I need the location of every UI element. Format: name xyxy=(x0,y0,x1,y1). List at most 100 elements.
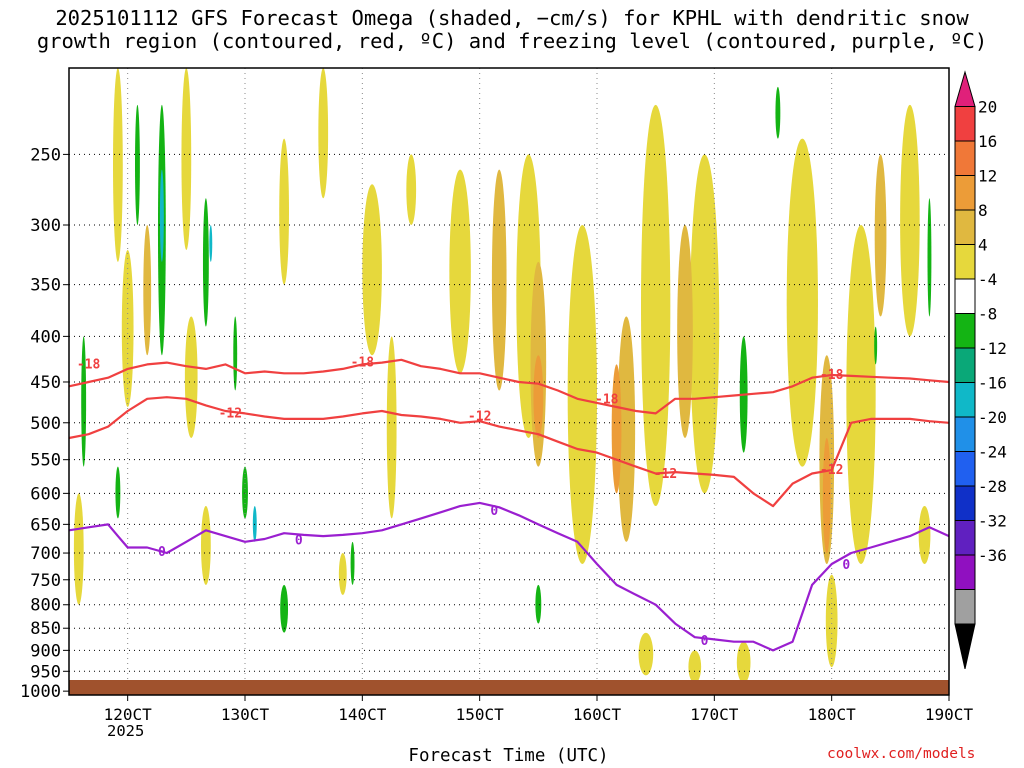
x-tick-label: 170CT xyxy=(690,705,739,724)
omega-blob xyxy=(362,184,382,356)
omega-blob xyxy=(825,574,838,668)
y-tick-label: 250 xyxy=(30,145,61,165)
title-line-2: growth region (contoured, red, ºC) and f… xyxy=(36,29,988,53)
omega-blob xyxy=(535,584,542,624)
omega-blob xyxy=(775,86,781,139)
colorbar-swatch xyxy=(954,209,976,245)
omega-blob xyxy=(338,553,347,595)
omega-blob xyxy=(736,641,751,684)
omega-blob xyxy=(406,154,417,225)
contour-label: -18 xyxy=(351,356,375,371)
omega-blob xyxy=(567,224,597,564)
omega-blob xyxy=(874,154,887,317)
contour-label: 0 xyxy=(842,558,850,573)
x-secondary-label: 2025 xyxy=(107,722,145,740)
contour-label: 0 xyxy=(158,545,166,560)
y-tick-label: 400 xyxy=(30,327,61,347)
omega-blob xyxy=(927,198,932,317)
omega-blob xyxy=(449,169,471,374)
x-tick-label: 160CT xyxy=(573,705,622,724)
y-tick-label: 900 xyxy=(30,641,61,661)
contour-label: 0 xyxy=(701,634,709,649)
x-tick-label: 130CT xyxy=(221,705,270,724)
colorbar-label: -8 xyxy=(978,305,997,324)
colorbar-top-arrow xyxy=(954,70,976,107)
omega-blob xyxy=(181,68,192,250)
omega-blob xyxy=(81,336,87,467)
contour-label: -12 xyxy=(654,467,677,482)
colorbar-label: -4 xyxy=(978,270,997,289)
y-tick-label: 850 xyxy=(30,619,61,639)
omega-blob xyxy=(386,336,397,519)
omega-blob xyxy=(350,541,355,585)
y-tick-label: 650 xyxy=(30,515,61,535)
colorbar-swatch xyxy=(954,244,976,280)
y-tick-label: 300 xyxy=(30,216,61,236)
colorbar-swatch xyxy=(954,175,976,211)
omega-shading-layer xyxy=(73,68,932,684)
colorbar-label: -28 xyxy=(978,477,1007,496)
colorbar-swatch xyxy=(954,589,976,625)
colorbar-label: -24 xyxy=(978,443,1007,462)
colorbar-swatch xyxy=(954,347,976,383)
omega-blob xyxy=(115,466,121,519)
omega-blob xyxy=(918,506,931,564)
y-tick-label: 800 xyxy=(30,596,61,616)
colorbar-label: 8 xyxy=(978,201,988,220)
colorbar-swatch xyxy=(954,520,976,556)
omega-blob xyxy=(318,68,329,199)
site-credit: coolwx.com/models xyxy=(827,746,976,762)
colorbar-swatch xyxy=(954,554,976,590)
colorbar-swatch xyxy=(954,485,976,521)
omega-blob xyxy=(900,104,920,337)
colorbar-swatch xyxy=(954,278,976,314)
colorbar-swatch xyxy=(954,140,976,176)
y-tick-label: 1000 xyxy=(20,682,61,702)
omega-blob xyxy=(641,104,671,507)
contour-label: 0 xyxy=(490,504,498,519)
x-tick-label: 190CT xyxy=(925,705,974,724)
y-tick-label: 350 xyxy=(30,276,61,296)
y-tick-label: 950 xyxy=(30,662,61,682)
contour-line xyxy=(68,396,950,508)
colorbar-swatch xyxy=(954,106,976,142)
y-tick-label: 450 xyxy=(30,373,61,393)
chart-title: 2025101112 GFS Forecast Omega (shaded, −… xyxy=(0,7,1024,53)
contour-layer: -18 -18 -18 -18 -12 -12 -12 -12 0 0 0 0 0 xyxy=(68,356,950,652)
colorbar-label: -16 xyxy=(978,374,1007,393)
omega-blob xyxy=(159,169,164,262)
omega-blob xyxy=(201,506,211,585)
omega-blob xyxy=(73,493,84,605)
colorbar-swatch xyxy=(954,382,976,418)
omega-blob xyxy=(135,104,140,225)
y-tick-label: 600 xyxy=(30,484,61,504)
x-tick-label: 150CT xyxy=(456,705,505,724)
contour-label: -18 xyxy=(77,357,101,372)
y-tick-label: 750 xyxy=(30,571,61,591)
y-tick-label: 550 xyxy=(30,451,61,471)
omega-blob xyxy=(533,355,544,438)
omega-blob xyxy=(202,198,209,327)
colorbar-label: 12 xyxy=(978,167,997,186)
colorbar-label: -12 xyxy=(978,339,1007,358)
colorbar-swatch xyxy=(954,451,976,487)
omega-blob xyxy=(617,316,636,542)
contour-line xyxy=(68,501,950,652)
x-tick-label: 120CT xyxy=(104,705,153,724)
colorbar-bottom-arrow xyxy=(954,623,976,669)
omega-blob xyxy=(279,138,289,285)
colorbar-label: 20 xyxy=(978,98,997,117)
colorbar-label: -32 xyxy=(978,512,1007,531)
contour-label: -12 xyxy=(468,410,491,425)
contour-label: -12 xyxy=(820,463,843,478)
contour-label: -18 xyxy=(820,368,844,383)
omega-colorbar: 20 16 12 8 4 -4 -8 -12 -16 -20 -24 -28 -32 -36 xyxy=(954,70,1007,669)
omega-blob xyxy=(280,584,289,633)
grid-lines xyxy=(69,68,950,695)
contour-label: -12 xyxy=(219,406,242,421)
omega-blob xyxy=(143,224,152,356)
title-line-1: 2025101112 GFS Forecast Omega (shaded, −… xyxy=(55,6,969,30)
x-tick-label: 180CT xyxy=(808,705,857,724)
omega-blob xyxy=(491,169,507,391)
